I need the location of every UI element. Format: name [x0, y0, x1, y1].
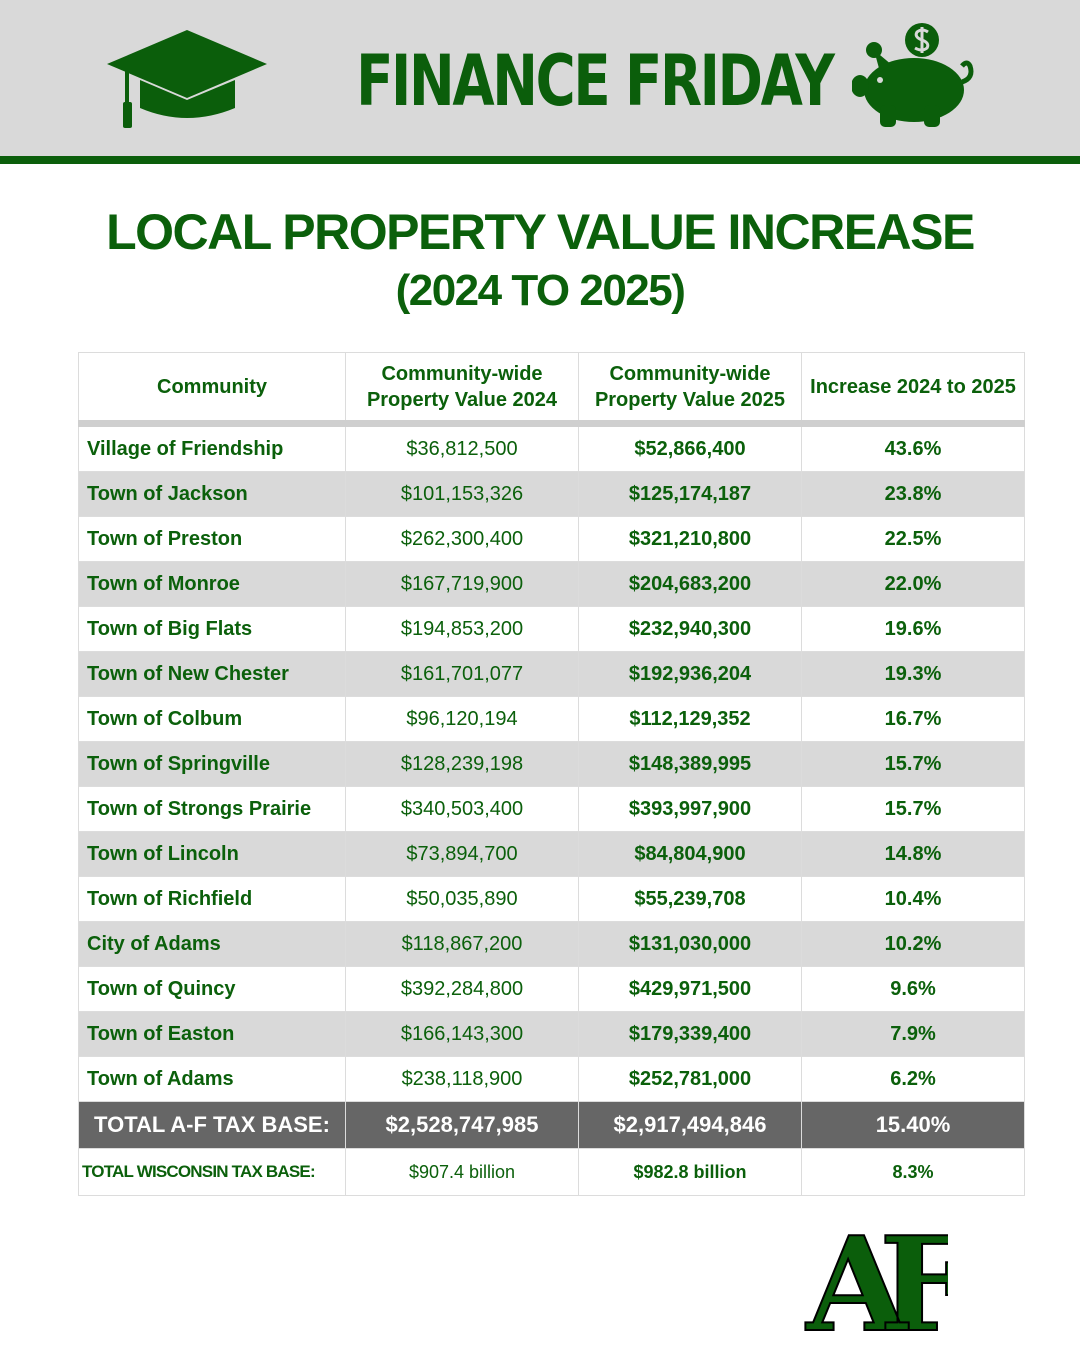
value-2024-cell: $392,284,800 — [345, 966, 579, 1012]
value-2025-cell: $192,936,204 — [578, 651, 802, 697]
table-row: Town of Springville $128,239,198 $148,389,… — [78, 741, 1025, 787]
increase-cell: 10.2% — [801, 921, 1025, 967]
community-cell: Town of Richfield — [78, 876, 346, 922]
table-header-row: Community Community-wide Property Value … — [78, 352, 1025, 427]
property-value-table: Community Community-wide Property Value … — [78, 352, 1025, 1196]
table-row: Town of Jackson $101,153,326 $125,174,187 2… — [78, 471, 1025, 517]
increase-cell: 22.0% — [801, 561, 1025, 607]
increase-cell: 10.4% — [801, 876, 1025, 922]
increase-cell: 9.6% — [801, 966, 1025, 1012]
increase-cell: 19.6% — [801, 606, 1025, 652]
community-cell: Town of Springville — [78, 741, 346, 787]
value-2025-cell: $125,174,187 — [578, 471, 802, 517]
table-row: Town of Big Flats $194,853,200 $232,940,30… — [78, 606, 1025, 652]
increase-cell: 7.9% — [801, 1011, 1025, 1057]
value-2025-cell: $131,030,000 — [578, 921, 802, 967]
community-cell: TOTAL A-F TAX BASE: — [78, 1101, 346, 1149]
community-cell: Town of Adams — [78, 1056, 346, 1102]
column-header-increase: Increase 2024 to 2025 — [801, 352, 1025, 427]
header-divider — [0, 156, 1080, 164]
value-2024-cell: $128,239,198 — [345, 741, 579, 787]
value-2024-cell: $340,503,400 — [345, 786, 579, 832]
column-header-value-2024: Community-wide Property Value 2024 — [345, 352, 579, 427]
value-2024-cell: $2,528,747,985 — [345, 1101, 579, 1149]
af-logo: AF — [803, 1207, 948, 1341]
increase-cell: 19.3% — [801, 651, 1025, 697]
value-2024-cell: $167,719,900 — [345, 561, 579, 607]
table-row: Town of Richfield $50,035,890 $55,239,708 1… — [78, 876, 1025, 922]
value-2024-cell: $238,118,900 — [345, 1056, 579, 1102]
table-row: Town of New Chester $161,701,077 $192,936,… — [78, 651, 1025, 697]
value-2024-cell: $73,894,700 — [345, 831, 579, 877]
column-header-community: Community — [78, 352, 346, 427]
value-2024-cell: $262,300,400 — [345, 516, 579, 562]
value-2024-cell: $118,867,200 — [345, 921, 579, 967]
value-2025-cell: $429,971,500 — [578, 966, 802, 1012]
community-cell: Town of Big Flats — [78, 606, 346, 652]
community-cell: Town of New Chester — [78, 651, 346, 697]
community-cell: Town of Lincoln — [78, 831, 346, 877]
value-2024-cell: $50,035,890 — [345, 876, 579, 922]
table-row: City of Adams $118,867,200 $131,030,000 10.… — [78, 921, 1025, 967]
graduation-cap-icon — [107, 30, 267, 128]
community-cell: Town of Colbum — [78, 696, 346, 742]
value-2025-cell: $321,210,800 — [578, 516, 802, 562]
community-cell: Town of Preston — [78, 516, 346, 562]
community-cell: City of Adams — [78, 921, 346, 967]
table-row: Town of Quincy $392,284,800 $429,971,500 9.… — [78, 966, 1025, 1012]
value-2024-cell: $907.4 billion — [345, 1148, 579, 1196]
value-2024-cell: $101,153,326 — [345, 471, 579, 517]
increase-cell: 6.2% — [801, 1056, 1025, 1102]
community-cell: TOTAL WISCONSIN TAX BASE: — [78, 1148, 346, 1196]
page-subtitle: (2024 TO 2025) — [395, 266, 686, 315]
table-row: Town of Adams $238,118,900 $252,781,000 6.2… — [78, 1056, 1025, 1102]
total-row: TOTAL A-F TAX BASE: $2,528,747,985 $2,917,… — [78, 1101, 1025, 1149]
value-2024-cell: $96,120,194 — [345, 696, 579, 742]
community-cell: Town of Monroe — [78, 561, 346, 607]
value-2025-cell: $393,997,900 — [578, 786, 802, 832]
table-row: Town of Preston $262,300,400 $321,210,800 2… — [78, 516, 1025, 562]
increase-cell: 16.7% — [801, 696, 1025, 742]
table-row: Town of Strongs Prairie $340,503,400 $393,… — [78, 786, 1025, 832]
increase-cell: 14.8% — [801, 831, 1025, 877]
piggy-bank-icon — [852, 23, 974, 127]
increase-cell: 15.40% — [801, 1101, 1025, 1149]
value-2025-cell: $179,339,400 — [578, 1011, 802, 1057]
page-title: LOCAL PROPERTY VALUE INCREASE — [106, 204, 975, 260]
increase-cell: 23.8% — [801, 471, 1025, 517]
table-row: Town of Easton $166,143,300 $179,339,400 7.… — [78, 1011, 1025, 1057]
value-2024-cell: $194,853,200 — [345, 606, 579, 652]
community-cell: Town of Easton — [78, 1011, 346, 1057]
value-2024-cell: $161,701,077 — [345, 651, 579, 697]
community-cell: Town of Quincy — [78, 966, 346, 1012]
value-2025-cell: $2,917,494,846 — [578, 1101, 802, 1149]
value-2025-cell: $252,781,000 — [578, 1056, 802, 1102]
value-2025-cell: $232,940,300 — [578, 606, 802, 652]
table-row: Village of Friendship $36,812,500 $52,866,… — [78, 423, 1025, 472]
value-2025-cell: $148,389,995 — [578, 741, 802, 787]
table-row: Town of Lincoln $73,894,700 $84,804,900 14.… — [78, 831, 1025, 877]
column-header-value-2025: Community-wide Property Value 2025 — [578, 352, 802, 427]
community-cell: Town of Strongs Prairie — [78, 786, 346, 832]
increase-cell: 43.6% — [801, 423, 1025, 472]
brand-title: FINANCE FRIDAY — [356, 40, 835, 122]
table-row: Town of Monroe $167,719,900 $204,683,200 22… — [78, 561, 1025, 607]
value-2025-cell: $52,866,400 — [578, 423, 802, 472]
svg-text:AF: AF — [804, 1208, 948, 1341]
value-2024-cell: $36,812,500 — [345, 423, 579, 472]
value-2025-cell: $55,239,708 — [578, 876, 802, 922]
increase-cell: 22.5% — [801, 516, 1025, 562]
increase-cell: 15.7% — [801, 741, 1025, 787]
value-2025-cell: $204,683,200 — [578, 561, 802, 607]
value-2025-cell: $84,804,900 — [578, 831, 802, 877]
community-cell: Town of Jackson — [78, 471, 346, 517]
value-2024-cell: $166,143,300 — [345, 1011, 579, 1057]
value-2025-cell: $112,129,352 — [578, 696, 802, 742]
value-2025-cell: $982.8 billion — [578, 1148, 802, 1196]
increase-cell: 15.7% — [801, 786, 1025, 832]
table-row: Town of Colbum $96,120,194 $112,129,352 16.… — [78, 696, 1025, 742]
wisconsin-row: TOTAL WISCONSIN TAX BASE: $907.4 billion $… — [78, 1148, 1025, 1196]
community-cell: Village of Friendship — [78, 423, 346, 472]
increase-cell: 8.3% — [801, 1148, 1025, 1196]
